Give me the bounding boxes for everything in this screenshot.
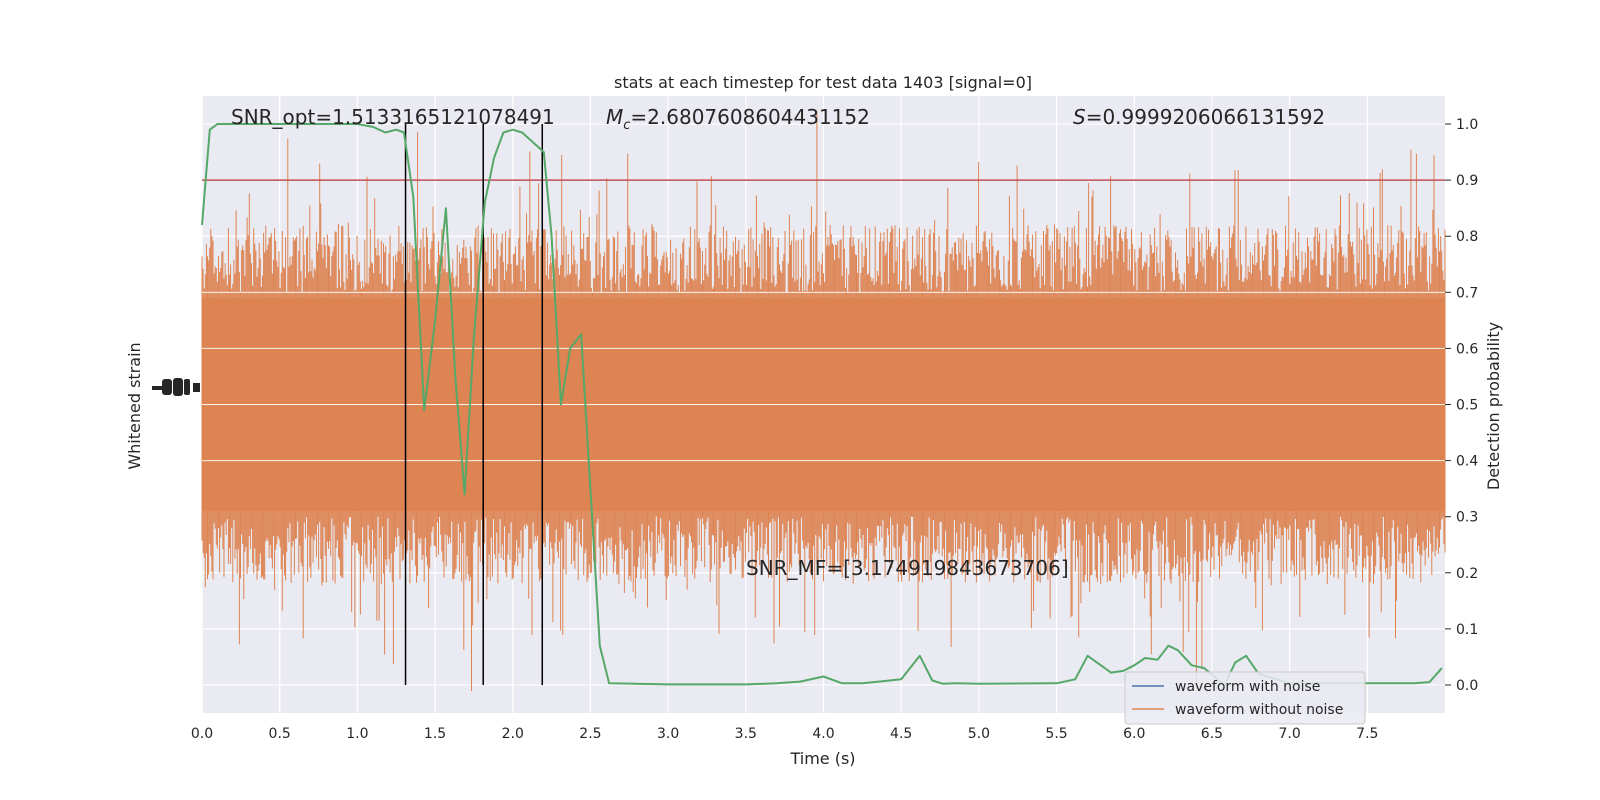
x-tick-label: 7.0 [1278,726,1300,742]
annotation-snr-mf: SNR_MF=[3.174919843673706] [746,556,1069,580]
x-tick-label: 5.5 [1045,726,1067,742]
y-axis-label-left: Whitened strain [125,342,144,469]
x-tick-label: 0.0 [191,726,213,742]
x-tick-label: 4.5 [890,726,912,742]
strain-series [201,110,1446,692]
x-tick-label: 1.5 [424,726,446,742]
y-tick-label: 0.8 [1456,229,1478,245]
y-tick-label: 0.9 [1456,173,1478,189]
chart-title: stats at each timestep for test data 140… [614,73,1032,92]
y-ticks-right: 0.0 0.1 0.2 0.3 0.4 0.5 0.6 0.7 0.8 0.9 1.0 [1445,117,1478,694]
y-axis-label-right: Detection probability [1484,322,1503,490]
x-tick-label: 5.0 [968,726,990,742]
x-tick-label: 2.5 [579,726,601,742]
y-tick-label: 0.4 [1456,454,1478,470]
y-tick-label: 0.1 [1456,622,1478,638]
y-tick-label: 0.3 [1456,510,1478,526]
x-axis-label: Time (s) [789,749,855,768]
x-tick-label: 4.0 [812,726,834,742]
y-tick-label: 0.6 [1456,341,1478,357]
y-tick-label: 0.2 [1456,566,1478,582]
x-tick-label: 2.0 [502,726,524,742]
annotation-mc: Mc=2.6807608604431152 [606,105,870,133]
y-tick-label: 0.5 [1456,398,1478,414]
y-tick-label: 1.0 [1456,117,1478,133]
x-tick-label: 6.5 [1201,726,1223,742]
legend-box [1124,671,1366,725]
legend-label-with-noise: waveform with noise [1175,679,1320,695]
x-tick-label: 3.0 [657,726,679,742]
x-tick-label: 0.5 [269,726,291,742]
annotation-snr-opt: SNR_opt=1.5133165121078491 [231,105,555,129]
x-tick-label: 1.0 [346,726,368,742]
annotation-s: S=0.9999206066131592 [1073,105,1325,129]
x-tick-label: 6.0 [1123,726,1145,742]
probability-series [201,123,1443,686]
left-tick-clutter [152,378,200,396]
probability-line [201,123,1443,686]
x-tick-label: 3.5 [735,726,757,742]
x-ticks: 0.0 0.5 1.0 1.5 2.0 2.5 3.0 3.5 4.0 4.5 5.0 5.5 6.0 6… [191,726,1379,742]
x-tick-label: 7.5 [1356,726,1378,742]
legend-label-without-noise: waveform without noise [1175,702,1343,718]
legend: waveform with noise waveform without noi… [1124,671,1366,725]
y-tick-label: 0.0 [1456,678,1478,694]
y-tick-label: 0.7 [1456,285,1478,301]
